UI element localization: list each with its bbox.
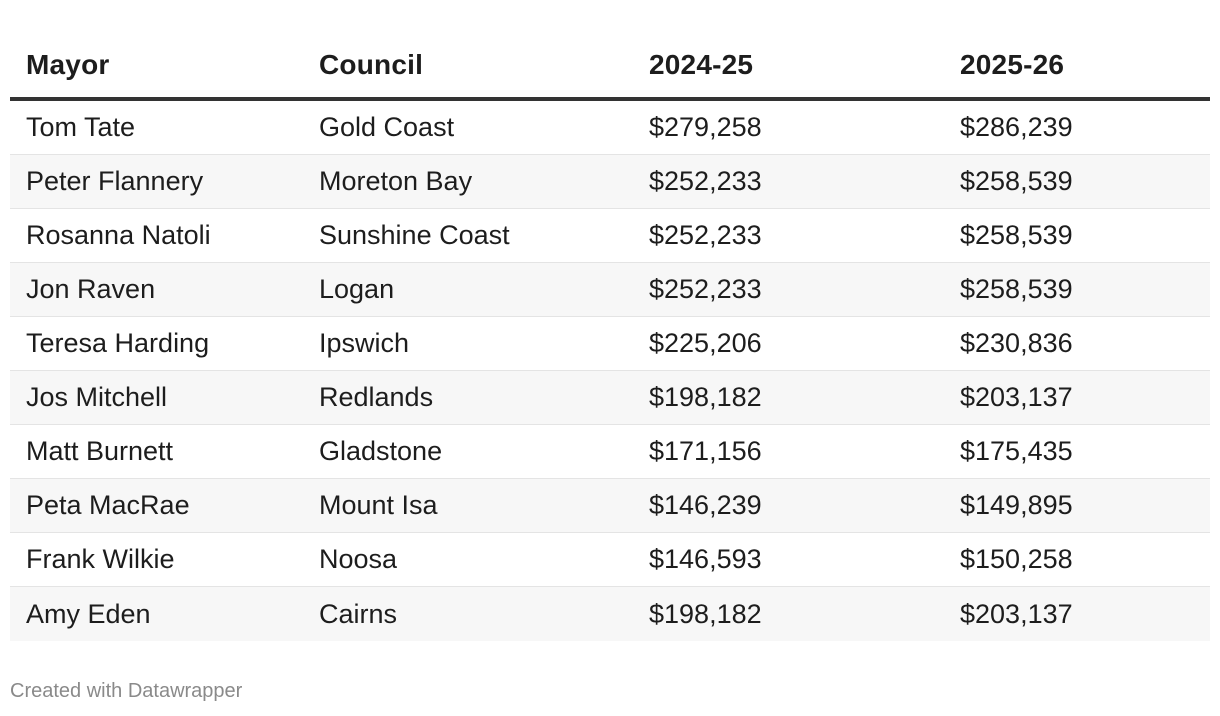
- council-cell: Moreton Bay: [319, 166, 473, 196]
- salary-2024-25-cell: $146,593: [649, 544, 762, 574]
- salary-2024-25-cell: $198,182: [649, 598, 762, 629]
- salary-2025-26-cell: $149,895: [960, 490, 1073, 520]
- mayor-cell: Frank Wilkie: [26, 544, 175, 574]
- salary-2025-26-cell: $150,258: [960, 544, 1073, 574]
- mayor-cell: Tom Tate: [26, 112, 136, 142]
- salary-2024-25-cell: $198,182: [649, 382, 762, 412]
- table-row: Jon Raven Logan $252,233 $258,539: [10, 263, 1210, 317]
- mayor-cell: Amy Eden: [26, 598, 151, 629]
- salary-2024-25-cell: $252,233: [649, 220, 762, 250]
- council-cell: Ipswich: [319, 328, 410, 358]
- mayor-cell: Peter Flannery: [26, 166, 204, 196]
- table-row: Peter Flannery Moreton Bay $252,233 $258…: [10, 155, 1210, 209]
- table-row: Tom Tate Gold Coast $279,258 $286,239: [10, 101, 1210, 155]
- salary-2024-25-cell: $252,233: [649, 274, 762, 304]
- council-cell: Noosa: [319, 544, 398, 574]
- mayor-cell: Peta MacRae: [26, 490, 190, 520]
- council-cell: Mount Isa: [319, 490, 438, 520]
- council-cell: Logan: [319, 274, 395, 304]
- mayor-cell: Teresa Harding: [26, 328, 210, 358]
- table-row: Rosanna Natoli Sunshine Coast $252,233 $…: [10, 209, 1210, 263]
- mayor-cell: Rosanna Natoli: [26, 220, 211, 250]
- salary-2024-25-cell: $146,239: [649, 490, 762, 520]
- salary-2025-26-cell: $258,539: [960, 166, 1073, 196]
- table-row: Frank Wilkie Noosa $146,593 $150,258: [10, 533, 1210, 587]
- table-row: Matt Burnett Gladstone $171,156 $175,435: [10, 425, 1210, 479]
- salary-2024-25-cell: $279,258: [649, 112, 762, 142]
- salary-2024-25-cell: $171,156: [649, 436, 762, 466]
- column-header-2025-26[interactable]: 2025-26: [960, 48, 1065, 80]
- council-cell: Gladstone: [319, 436, 443, 466]
- column-header-mayor[interactable]: Mayor: [26, 48, 110, 80]
- mayor-cell: Jon Raven: [26, 274, 156, 304]
- table-row: Peta MacRae Mount Isa $146,239 $149,895: [10, 479, 1210, 533]
- mayor-cell: Jos Mitchell: [26, 382, 168, 412]
- salary-2025-26-cell: $230,836: [960, 328, 1073, 358]
- mayor-cell: Matt Burnett: [26, 436, 174, 466]
- column-header-2024-25[interactable]: 2024-25: [649, 48, 754, 80]
- salary-2025-26-cell: $286,239: [960, 112, 1073, 142]
- table-row: Teresa Harding Ipswich $225,206 $230,836: [10, 317, 1210, 371]
- column-header-council[interactable]: Council: [319, 48, 424, 80]
- credit-link[interactable]: Created with Datawrapper: [10, 680, 243, 702]
- salary-2025-26-cell: $258,539: [960, 220, 1073, 250]
- salary-2025-26-cell: $258,539: [960, 274, 1073, 304]
- table-row: Amy Eden Cairns $198,182 $203,137: [10, 587, 1210, 641]
- salary-2024-25-cell: $225,206: [649, 328, 762, 358]
- council-cell: Gold Coast: [319, 112, 455, 142]
- salary-2025-26-cell: $203,137: [960, 382, 1073, 412]
- salary-2025-26-cell: $175,435: [960, 436, 1073, 466]
- salary-2024-25-cell: $252,233: [649, 166, 762, 196]
- council-cell: Cairns: [319, 598, 398, 629]
- table-header: Mayor Council 2024-25 2025-26: [10, 30, 1210, 101]
- salary-table: Mayor Council 2024-25 2025-26 Tom Tate G…: [10, 30, 1210, 641]
- table-row: Jos Mitchell Redlands $198,182 $203,137: [10, 371, 1210, 425]
- council-cell: Sunshine Coast: [319, 220, 510, 250]
- salary-2025-26-cell: $203,137: [960, 598, 1073, 629]
- council-cell: Redlands: [319, 382, 434, 412]
